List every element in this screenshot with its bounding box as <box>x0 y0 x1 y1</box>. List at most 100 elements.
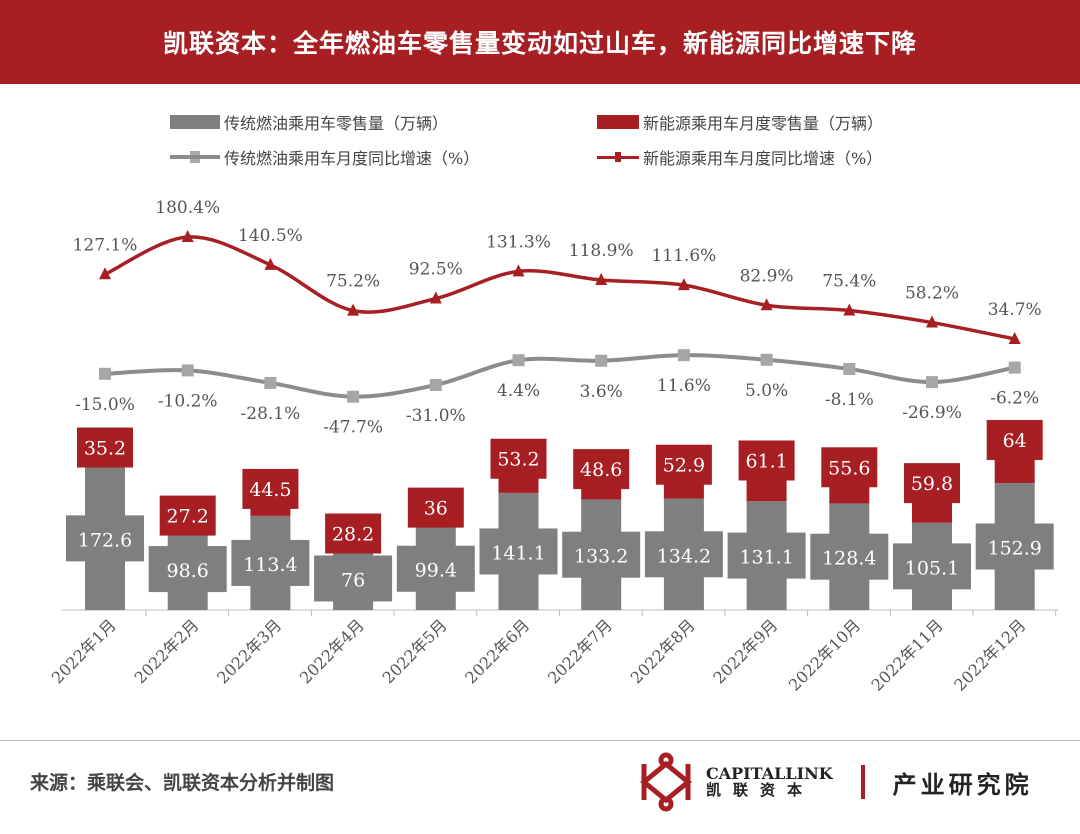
label-fuel-yoy: -6.2% <box>990 389 1039 409</box>
bar-nev-label: 64 <box>1003 430 1027 452</box>
bar-nev-label: 53.2 <box>497 449 539 471</box>
bar-fuel-label-box <box>975 523 1054 570</box>
legend-label: 新能源乘用车月度零售量（万辆） <box>643 114 884 133</box>
bar-fuel-label: 131.1 <box>739 547 793 569</box>
bar-fuel-label: 172.6 <box>78 529 132 551</box>
legend-line-marker <box>170 151 220 163</box>
brand-cn: 凯联资本 <box>706 780 815 799</box>
label-nev-yoy: 58.2% <box>905 284 959 304</box>
label-nev-yoy: 131.3% <box>486 232 551 252</box>
bar-nev-label-box <box>490 438 547 479</box>
bar-fuel-label: 134.2 <box>657 545 711 567</box>
point-nev-yoy <box>264 257 277 270</box>
bar-nev-label-box <box>986 419 1043 460</box>
bar-nev-label-box <box>77 427 133 468</box>
label-nev-yoy: 180.4% <box>155 198 220 218</box>
x-tick-label: 2022年3月 <box>213 615 285 687</box>
bar-fuel-label: 98.6 <box>167 560 209 582</box>
label-nev-yoy: 111.6% <box>651 246 716 266</box>
source-note: 来源：乘联会、凯联资本分析并制图 <box>30 772 335 794</box>
bar-fuel-label-box <box>396 545 475 592</box>
point-fuel-yoy <box>264 376 277 389</box>
label-fuel-yoy: 11.6% <box>657 376 711 396</box>
chart-title: 凯联资本：全年燃油车零售量变动如过山车，新能源同比增速下降 <box>0 0 1080 84</box>
x-tick-label: 2022年9月 <box>709 615 781 687</box>
bar-nev-label-box <box>738 440 795 481</box>
label-fuel-yoy: 4.4% <box>497 381 540 401</box>
bar-nev-label: 27.2 <box>167 506 209 528</box>
label-nev-yoy: 127.1% <box>73 235 138 255</box>
bar-nev-label: 52.9 <box>663 455 705 477</box>
point-nev-yoy <box>99 267 111 280</box>
bar-nev-label-box <box>573 449 630 490</box>
bar-nev-label-box <box>407 487 464 528</box>
chart-plot: 172.6 35.2 2022年1月 98.6 27.2 2022年2月 113.4 44.5… <box>48 198 1058 695</box>
label-nev-yoy: 118.9% <box>569 241 634 261</box>
x-tick-label: 2022年12月 <box>950 615 1029 694</box>
legend-fuel-sales: 传统燃油乘用车零售量（万辆） <box>170 110 448 134</box>
label-fuel-yoy: -31.0% <box>406 406 466 426</box>
legend-swatch <box>597 115 639 129</box>
legend-fuel-yoy: 传统燃油乘用车月度同比增速（%） <box>170 145 479 169</box>
bar-nev-label: 55.6 <box>828 457 870 479</box>
bar-fuel-label: 105.1 <box>905 557 959 579</box>
brand-separator <box>860 765 865 799</box>
x-tick-label: 2022年4月 <box>296 615 368 687</box>
bar-fuel-label-box <box>148 546 227 593</box>
point-nev-yoy <box>429 291 442 304</box>
line-fuel-yoy <box>104 353 1016 399</box>
logo-mark-icon <box>640 752 692 812</box>
capitallink-logo: CAPITALLINK 凯联资本 产业研究院 <box>636 752 1033 812</box>
bar-fuel-label-box <box>562 531 641 578</box>
bar-nev-label-box <box>325 513 382 554</box>
label-nev-yoy: 34.7% <box>988 300 1042 320</box>
legend-label: 传统燃油乘用车零售量（万辆） <box>224 114 449 133</box>
label-fuel-yoy: -28.1% <box>241 404 301 424</box>
bar-fuel-label-box <box>66 515 144 562</box>
x-tick-label: 2022年1月 <box>48 615 120 687</box>
bar-nev-label: 48.6 <box>580 459 622 481</box>
bar-fuel-label-box <box>893 543 971 590</box>
line-nev-yoy <box>104 235 1016 341</box>
bar-nev-label: 35.2 <box>84 438 126 460</box>
label-fuel-yoy: -8.1% <box>825 390 874 410</box>
label-fuel-yoy: -15.0% <box>75 395 135 415</box>
point-fuel-yoy <box>677 349 690 362</box>
x-tick-label: 2022年7月 <box>544 615 616 687</box>
bar-fuel-label-box <box>727 532 806 579</box>
legend-label: 新能源乘用车月度同比增速（%） <box>643 149 883 168</box>
legend-nev-yoy: 新能源乘用车月度同比增速（%） <box>597 145 882 169</box>
label-fuel-yoy: -10.2% <box>158 391 218 411</box>
point-nev-yoy <box>677 278 690 291</box>
point-nev-yoy <box>512 264 525 277</box>
label-fuel-yoy: -47.7% <box>323 418 383 438</box>
bar-fuel-label-box <box>810 533 889 580</box>
point-fuel-yoy <box>760 353 773 366</box>
label-fuel-yoy: 3.6% <box>580 382 623 402</box>
point-nev-yoy <box>843 303 856 316</box>
x-tick-label: 2022年10月 <box>785 615 864 694</box>
label-fuel-yoy: -26.9% <box>902 403 962 423</box>
point-fuel-yoy <box>512 354 525 367</box>
bar-fuel-label: 99.4 <box>415 560 457 582</box>
bar-fuel-label: 152.9 <box>987 538 1041 560</box>
label-nev-yoy: 92.5% <box>409 260 463 280</box>
bar-nev-label-box <box>655 444 712 485</box>
point-nev-yoy <box>1008 331 1021 344</box>
legend-label: 传统燃油乘用车月度同比增速（%） <box>224 149 480 168</box>
x-tick-label: 2022年5月 <box>379 615 451 687</box>
footer-divider <box>0 740 1080 741</box>
bar-nev-label: 44.5 <box>249 479 291 501</box>
bar-fuel-label: 76 <box>341 569 365 591</box>
bar-fuel-label: 141.1 <box>491 542 545 564</box>
point-nev-yoy <box>347 303 360 316</box>
bar-fuel-label: 133.2 <box>574 546 628 568</box>
label-nev-yoy: 82.9% <box>740 266 794 286</box>
point-fuel-yoy <box>1008 361 1021 374</box>
bar-nev-label: 36 <box>424 498 448 520</box>
legend-nev-sales: 新能源乘用车月度零售量（万辆） <box>597 110 883 134</box>
label-nev-yoy: 75.4% <box>822 272 876 292</box>
point-fuel-yoy <box>429 378 442 391</box>
bar-fuel-label: 128.4 <box>822 548 876 570</box>
point-fuel-yoy <box>99 367 111 380</box>
